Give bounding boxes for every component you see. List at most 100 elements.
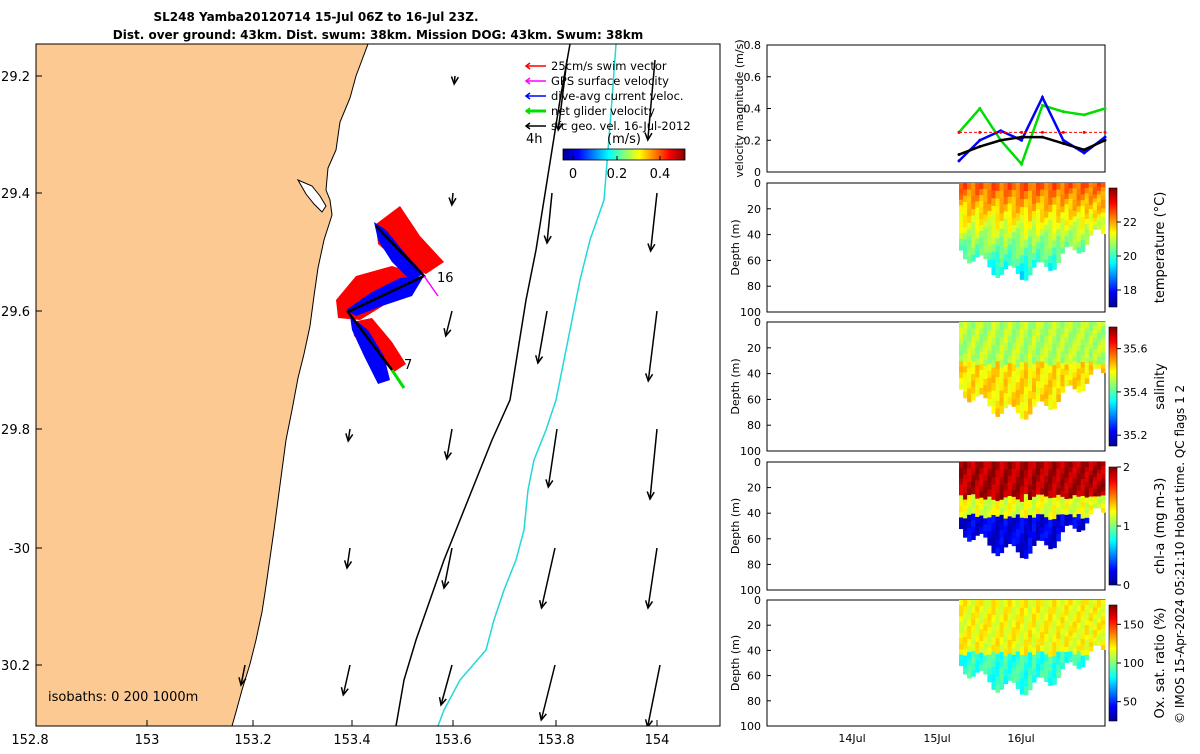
colorbar-label: salinity (1153, 363, 1168, 410)
profile-cell (1056, 501, 1061, 509)
profile-cell (1080, 379, 1086, 386)
profile-cell (1072, 183, 1078, 190)
profile-cell (999, 213, 1005, 222)
profile-cell (979, 351, 984, 359)
profile-cell (963, 518, 968, 526)
profile-cell (1019, 477, 1025, 487)
profile-cell (1015, 329, 1021, 338)
map-x-tick-label: 153.2 (234, 733, 271, 748)
profile-cell (1003, 462, 1009, 470)
profile-cell (1068, 462, 1074, 468)
profile-cell (991, 329, 996, 338)
profile-cell (1096, 600, 1102, 605)
profile-cell (1027, 352, 1033, 361)
profile-cell (1072, 506, 1078, 513)
profile-cell (967, 361, 972, 370)
profile-cell (1100, 637, 1106, 642)
profile-cell (1023, 346, 1029, 355)
land-area (36, 44, 369, 726)
profile-cell (1088, 466, 1094, 472)
profile-cell (963, 385, 968, 392)
profile-cell (1084, 614, 1090, 621)
profile-cell (1084, 239, 1090, 245)
profile-cell (1092, 500, 1098, 505)
speed-colorbar (562, 148, 686, 161)
profile-cell (987, 613, 992, 621)
profile-cell (1064, 483, 1069, 489)
profile-cell (1096, 469, 1102, 474)
profile-cell (1032, 517, 1037, 526)
profile-cell (1040, 322, 1045, 330)
profile-cell (1064, 631, 1069, 637)
profile-cell (991, 462, 996, 471)
profile-cell (1032, 378, 1037, 386)
profile-cell (1036, 481, 1041, 489)
profile-cell (1040, 335, 1045, 343)
profile-cell (979, 658, 984, 665)
profile-cell (1003, 225, 1009, 234)
profile-cell (1076, 327, 1082, 335)
profile-cell (1076, 229, 1082, 237)
profile-cell (1056, 255, 1061, 263)
profile-cell (959, 233, 964, 240)
profile-cell (1076, 611, 1082, 618)
geo-arrow-head (554, 122, 564, 132)
profile-cell (1003, 511, 1009, 520)
geo-velocity-arrow (445, 310, 453, 337)
profile-cell (1040, 657, 1045, 665)
profile-cell (1052, 677, 1057, 685)
profile-cell (1100, 482, 1106, 488)
profile-cell (1080, 350, 1086, 357)
profile-cell (1011, 246, 1017, 254)
profile-cell (991, 530, 996, 539)
profile-cell (1040, 374, 1045, 382)
profile-cell (1044, 667, 1049, 676)
profile-cell (959, 638, 964, 645)
profile-cell (1003, 232, 1009, 241)
profile-cell (963, 366, 968, 374)
velocity-y-tick-label: 0.4 (744, 103, 762, 116)
profile-cell (999, 622, 1005, 631)
profile-cell (1036, 348, 1041, 356)
profile-cell (1019, 615, 1025, 625)
profile-cell (1088, 226, 1094, 232)
profile-cell (967, 348, 972, 356)
profile-cell (1100, 334, 1106, 340)
profile-cell (1040, 664, 1045, 672)
profile-cell (1015, 499, 1021, 508)
velocity-series-dive (958, 94, 1106, 162)
profile-cell (1052, 233, 1057, 242)
profile-cell (1048, 263, 1053, 271)
velocity-point (978, 107, 982, 110)
profile-cell (1019, 607, 1025, 617)
profile-cell (1015, 491, 1021, 500)
profile-cell (971, 393, 976, 401)
profile-cell (1015, 228, 1021, 237)
profile-cell (983, 600, 988, 607)
depth-axis-label: Depth (m) (729, 635, 742, 691)
profile-cell (1068, 493, 1074, 500)
profile-cell (971, 254, 976, 262)
profile-cell (1032, 225, 1037, 233)
profile-cell (1036, 335, 1041, 343)
profile-cell (1027, 607, 1033, 616)
profile-cell (1100, 347, 1106, 353)
profile-cell (1080, 627, 1086, 634)
profile-cell (971, 606, 976, 614)
profile-cell (1027, 667, 1033, 676)
profile-cell (1023, 486, 1029, 495)
profile-cell (1064, 236, 1069, 243)
profile-cell (987, 640, 992, 649)
profile-cell (1100, 343, 1106, 348)
profile-cell (1088, 356, 1094, 362)
profile-cell (983, 618, 988, 626)
profile-cell (1092, 469, 1098, 474)
profile-cell (1048, 600, 1053, 608)
profile-cell (1052, 393, 1057, 402)
profile-cell (1092, 473, 1098, 478)
profile-cell (999, 405, 1005, 414)
profile-cell (971, 367, 976, 375)
profile-cell (1084, 467, 1090, 473)
profile-cell (991, 600, 996, 608)
profile-cell (1036, 222, 1041, 230)
